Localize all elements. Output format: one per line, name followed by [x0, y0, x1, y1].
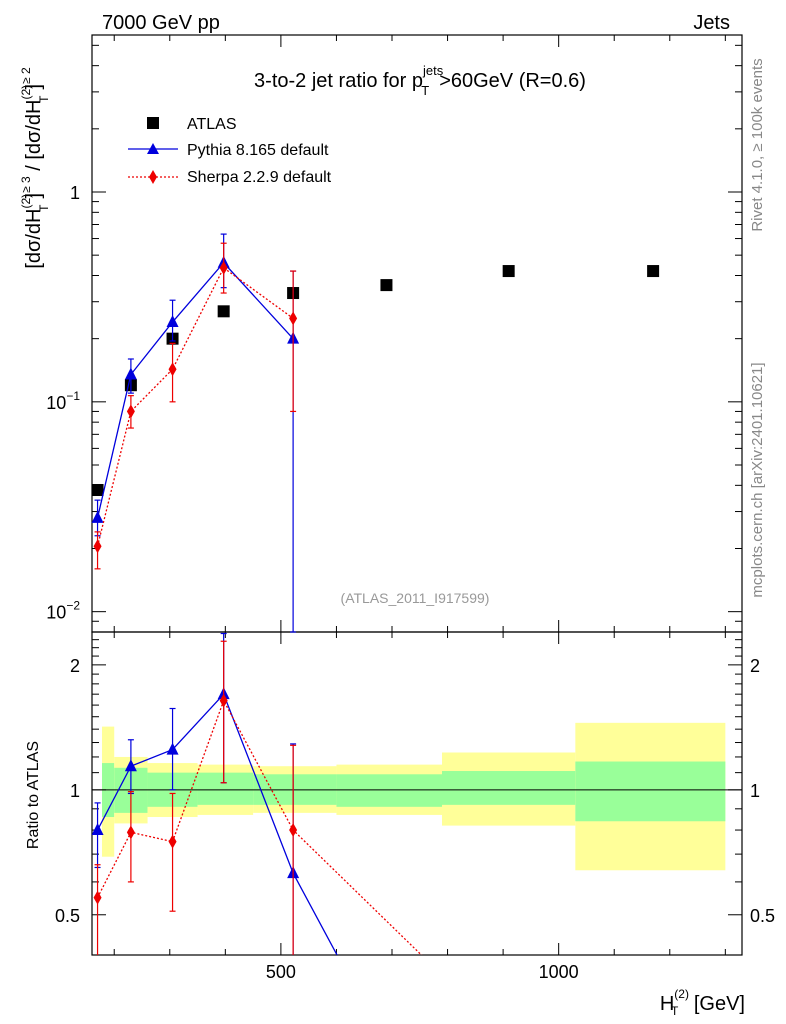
ylabel-part-b: ] — [23, 193, 45, 199]
analysis-watermark: (ATLAS_2011_I917599) — [341, 590, 490, 606]
y-tick-label: 1 — [70, 183, 80, 203]
ratio-bands-layer — [92, 722, 742, 871]
title-part-post: >60GeV (R=0.6) — [439, 70, 586, 92]
band-inner — [336, 774, 442, 807]
side-text-mcplots: mcplots.cern.ch [arXiv:2401.10621] — [749, 362, 766, 597]
pythia-data-point — [124, 759, 137, 772]
ylabel-part-a: [dσ/dH — [23, 209, 45, 269]
atlas-data-point — [380, 279, 393, 292]
sherpa-data-point — [289, 823, 298, 838]
ylabel-part-sup4: ≥ 2 — [19, 67, 33, 84]
ratio-y-tick-label-left: 0.5 — [55, 906, 80, 926]
ylabel-part-d: ] — [23, 84, 45, 90]
ratio-y-tick-label-right: 1 — [750, 781, 760, 801]
header-right: Jets — [693, 12, 730, 34]
ylabel-part-sup3: ≥ 3 — [19, 176, 33, 193]
atlas-data-point — [502, 265, 515, 278]
sherpa-data-point — [126, 825, 135, 840]
ylabel-part-sup2: (2) — [19, 194, 33, 209]
side-text-rivet: Rivet 4.1.0, ≥ 100k events — [749, 58, 766, 231]
y-tick-label-exponent: −1 — [66, 389, 80, 403]
pythia-series-line — [96, 261, 294, 518]
sherpa-data-point — [126, 404, 135, 419]
xlabel-part-a: H — [660, 993, 674, 1015]
atlas-data-point — [91, 484, 104, 497]
xlabel-part-sup: (2) — [674, 987, 689, 1001]
x-tick-label: 500 — [266, 962, 296, 982]
band-inner — [197, 772, 254, 805]
sherpa-data-point — [219, 260, 228, 275]
ratio-y-tick-label-right: 0.5 — [750, 906, 775, 926]
sherpa-data-point — [93, 539, 102, 554]
ylabel-part-sub: T — [37, 204, 51, 212]
data-layer — [91, 233, 660, 955]
ratio-y-tick-label-right: 2 — [750, 656, 760, 676]
legend-label-atlas: ATLAS — [187, 116, 237, 133]
y-tick-label: 10−2 — [46, 599, 80, 623]
ratio-plot-frame — [91, 631, 743, 956]
band-inner — [575, 761, 726, 822]
band-inner — [442, 771, 576, 805]
ratio-series-group — [92, 632, 423, 955]
pythia-ratio-line — [96, 692, 338, 955]
sherpa-series-line — [96, 266, 294, 547]
ratio-y-tick-label-left: 1 — [70, 781, 80, 801]
header-left: 7000 GeV pp — [102, 12, 220, 34]
legend-label-pythia: Pythia 8.165 default — [187, 142, 329, 159]
ylabel-part-sup2b: (2) — [19, 85, 33, 100]
x-axis-label: H(2) T [GeV] — [660, 987, 745, 1018]
pythia-data-point — [92, 823, 104, 836]
pythia-data-point — [166, 742, 179, 755]
y-tick-label: 10−1 — [46, 389, 80, 413]
legend-marker-pythia — [147, 143, 159, 154]
title-part-sub: T — [421, 83, 429, 98]
xlabel-part-b: [GeV] — [688, 993, 745, 1015]
y-tick-label-base: 1 — [70, 183, 80, 203]
ratio-y-tick-label-left: 2 — [70, 656, 80, 676]
y-axis-label-ratio: Ratio to ATLAS — [25, 741, 42, 849]
atlas-data-point — [647, 265, 660, 278]
pythia-data-point — [124, 367, 137, 380]
xlabel-part-sub: T — [671, 1004, 679, 1018]
y-tick-label-exponent: −2 — [66, 599, 80, 613]
legend: ATLAS Pythia 8.165 default Sherpa 2.2.9 … — [128, 116, 332, 186]
sherpa-data-point — [219, 693, 228, 708]
ylabel-part-subb: T — [37, 95, 51, 103]
atlas-data-point — [217, 305, 230, 318]
legend-label-sherpa: Sherpa 2.2.9 default — [187, 169, 332, 186]
y-axis-label-main: [dσ/dH(2) T]≥ 3 / [dσ/dH(2) T]≥ 2 — [19, 67, 51, 269]
sherpa-data-point — [289, 311, 298, 326]
legend-marker-atlas — [147, 117, 159, 129]
y-tick-label-base: 10 — [46, 393, 66, 413]
x-tick-label: 1000 — [539, 962, 579, 982]
title-part-sup: jets — [422, 63, 444, 78]
title-part-pre: 3-to-2 jet ratio for p — [254, 70, 423, 92]
sherpa-data-point — [93, 890, 102, 905]
y-tick-label-base: 10 — [46, 603, 66, 623]
sherpa-ratio-line — [96, 699, 423, 955]
sherpa-data-point — [168, 362, 177, 377]
pythia-data-point — [91, 510, 104, 523]
legend-marker-sherpa — [149, 170, 157, 184]
sherpa-data-point — [168, 834, 177, 849]
pythia-data-point — [166, 315, 179, 328]
ylabel-part-c: / [dσ/dH — [23, 100, 45, 177]
chart-title: 3-to-2 jet ratio for pjets T >60GeV (R=0.6… — [254, 63, 586, 98]
